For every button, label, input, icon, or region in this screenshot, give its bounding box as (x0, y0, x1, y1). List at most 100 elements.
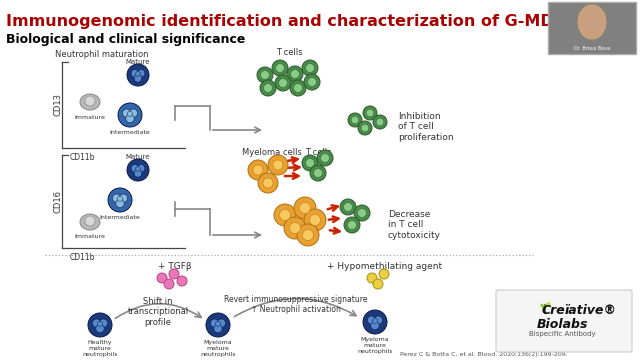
Circle shape (306, 159, 314, 167)
Circle shape (260, 71, 269, 80)
Circle shape (137, 69, 145, 77)
Circle shape (137, 165, 145, 172)
Text: CD11b: CD11b (70, 253, 95, 262)
Circle shape (118, 103, 142, 127)
Circle shape (294, 84, 302, 93)
Circle shape (268, 155, 288, 175)
FancyBboxPatch shape (496, 290, 632, 352)
Circle shape (276, 64, 284, 72)
Circle shape (348, 221, 356, 229)
Circle shape (314, 168, 323, 177)
Circle shape (127, 64, 149, 86)
Text: + Hypomethilating agent: + Hypomethilating agent (328, 262, 443, 271)
Circle shape (88, 313, 112, 337)
Circle shape (169, 269, 179, 279)
Circle shape (361, 124, 369, 132)
Circle shape (302, 60, 318, 76)
Text: CD16: CD16 (54, 190, 63, 213)
Text: Dr. Brous Bava: Dr. Brous Bava (574, 46, 610, 51)
Text: CD11b: CD11b (70, 153, 95, 162)
Circle shape (108, 188, 132, 212)
Text: Perez C & Botta C, et al. Blood. 2020;136(2):199-209.: Perez C & Botta C, et al. Blood. 2020;13… (400, 352, 568, 357)
FancyArrowPatch shape (542, 305, 543, 307)
Text: Immunogenomic identification and characterization of G-MDS: Immunogenomic identification and charact… (6, 14, 565, 29)
Circle shape (306, 64, 314, 72)
Circle shape (304, 74, 320, 90)
Circle shape (217, 319, 225, 327)
Ellipse shape (80, 94, 100, 110)
Circle shape (99, 319, 108, 327)
Circle shape (363, 310, 387, 334)
Circle shape (116, 199, 124, 208)
Circle shape (354, 205, 370, 221)
Circle shape (113, 194, 121, 202)
Circle shape (131, 69, 139, 77)
Circle shape (264, 84, 273, 93)
Circle shape (274, 204, 296, 226)
Text: Myeloma
mature
neutrophils: Myeloma mature neutrophils (357, 337, 393, 354)
Circle shape (348, 113, 362, 127)
Circle shape (136, 72, 140, 76)
Circle shape (134, 170, 142, 177)
Circle shape (134, 75, 142, 82)
Circle shape (321, 154, 330, 162)
Circle shape (287, 66, 303, 82)
Circle shape (310, 165, 326, 181)
Text: Immature: Immature (75, 234, 106, 239)
Circle shape (127, 111, 132, 116)
Text: Myeloma
mature
neutrophils: Myeloma mature neutrophils (200, 340, 236, 357)
Circle shape (351, 116, 359, 124)
Ellipse shape (80, 214, 100, 230)
Circle shape (371, 321, 379, 330)
Text: Myeloma cells: Myeloma cells (242, 148, 302, 157)
Circle shape (214, 324, 222, 333)
Text: ïative®: ïative® (565, 304, 617, 317)
Text: Intermediate: Intermediate (109, 130, 150, 135)
Circle shape (272, 60, 288, 76)
Circle shape (367, 273, 377, 283)
Circle shape (280, 210, 291, 220)
Circle shape (291, 69, 300, 78)
Circle shape (131, 165, 139, 172)
Circle shape (278, 78, 287, 87)
Circle shape (97, 321, 102, 327)
Circle shape (372, 318, 378, 323)
Circle shape (248, 160, 268, 180)
Circle shape (85, 96, 95, 106)
Circle shape (344, 203, 353, 211)
Circle shape (253, 165, 263, 175)
Text: Revert immunosuppressive signature
↑ Neutrophil activation: Revert immunosuppressive signature ↑ Neu… (224, 295, 368, 314)
Circle shape (379, 269, 389, 279)
Bar (548, 2, 636, 54)
Circle shape (126, 114, 134, 123)
Circle shape (206, 313, 230, 337)
Circle shape (376, 118, 384, 126)
Text: Decrease
in T cell
cytotoxicity: Decrease in T cell cytotoxicity (388, 210, 441, 240)
Text: Bispecific Antibody: Bispecific Antibody (529, 331, 595, 337)
Circle shape (275, 75, 291, 91)
Circle shape (164, 279, 174, 289)
Text: Mature: Mature (125, 59, 150, 65)
Circle shape (317, 150, 333, 166)
Circle shape (96, 324, 104, 333)
Circle shape (358, 121, 372, 135)
Text: Neutrophil maturation: Neutrophil maturation (55, 50, 148, 59)
Text: T cells: T cells (305, 148, 332, 157)
Text: Intermediate: Intermediate (100, 215, 140, 220)
Circle shape (289, 222, 301, 234)
Circle shape (294, 197, 316, 219)
Circle shape (122, 109, 131, 117)
Circle shape (85, 216, 95, 226)
Circle shape (310, 215, 321, 225)
FancyArrowPatch shape (547, 304, 549, 305)
Text: Shift in
transcriptional
profile: Shift in transcriptional profile (127, 297, 189, 327)
Text: + TGFβ: + TGFβ (158, 262, 192, 271)
Circle shape (297, 224, 319, 246)
Circle shape (344, 217, 360, 233)
Text: Healthy
mature
neutrophils: Healthy mature neutrophils (83, 340, 118, 357)
Circle shape (257, 67, 273, 83)
Circle shape (127, 159, 149, 181)
Circle shape (304, 209, 326, 231)
Text: Biolabs: Biolabs (536, 318, 588, 331)
Circle shape (260, 80, 276, 96)
